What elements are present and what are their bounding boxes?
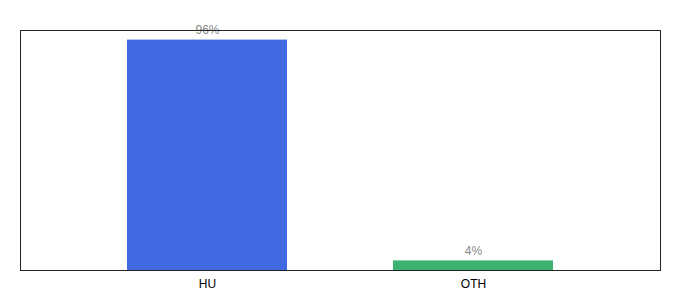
svg-text:4%: 4% (465, 244, 483, 258)
svg-text:96%: 96% (195, 23, 220, 38)
svg-text:OTH: OTH (461, 277, 486, 291)
svg-text:HU: HU (199, 277, 216, 291)
